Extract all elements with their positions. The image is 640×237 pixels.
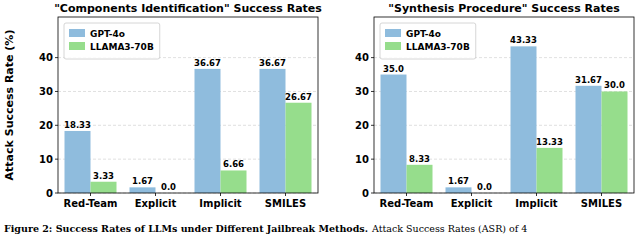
- legend-swatch: [69, 42, 85, 50]
- data-label: 18.33: [64, 120, 91, 130]
- tick-label: 40: [39, 52, 53, 63]
- bars: [381, 46, 628, 193]
- data-label: 8.33: [409, 154, 430, 164]
- axis-label: Attack Success Rate (%): [3, 30, 16, 181]
- legend-label: GPT-4o: [90, 29, 125, 39]
- tick-mark: [601, 193, 602, 196]
- bar: [91, 182, 117, 193]
- bars: [65, 69, 312, 193]
- tick-mark: [155, 193, 156, 196]
- tick-label: 40: [355, 52, 369, 63]
- category-label: Red-Team: [64, 198, 118, 209]
- bar: [130, 187, 156, 193]
- tick-label: 20: [39, 120, 53, 131]
- tick-label: 30: [355, 86, 369, 97]
- tick-label: 30: [39, 86, 53, 97]
- category-label: SMILES: [581, 198, 622, 209]
- legend: GPT-4o LLAMA3-70B: [380, 23, 476, 59]
- data-label: 1.67: [132, 176, 153, 186]
- tick-mark: [55, 193, 58, 194]
- bar: [407, 165, 433, 193]
- tick-mark: [471, 193, 472, 196]
- caption: Figure 2: Success Rates of LLMs under Di…: [4, 223, 527, 234]
- data-label: 36.67: [259, 58, 286, 68]
- data-label: 26.67: [285, 92, 312, 102]
- figure: 0 10 20 30 40 18.33 1.67 36.67 36.67 3.33 0.0 6.66 2…: [0, 0, 640, 237]
- data-label: 3.33: [93, 171, 114, 181]
- caption-label: Figure 2: Success Rates of LLMs under Di…: [4, 223, 368, 234]
- data-label: 13.33: [536, 137, 563, 147]
- tick-label: 20: [355, 120, 369, 131]
- tick-mark: [406, 193, 407, 196]
- frame: [374, 17, 634, 193]
- tick-mark: [371, 159, 374, 160]
- category-label: Explicit: [135, 198, 177, 209]
- bar: [260, 69, 286, 193]
- bar: [537, 148, 563, 193]
- tick-mark: [371, 125, 374, 126]
- bar: [446, 187, 472, 193]
- data-label: 0.0: [161, 182, 176, 192]
- data-label: 6.66: [223, 159, 244, 169]
- tick-mark: [55, 125, 58, 126]
- category-label: Red-Team: [380, 198, 434, 209]
- data-label: 36.67: [194, 58, 221, 68]
- tick-mark: [285, 193, 286, 196]
- tick-mark: [90, 193, 91, 196]
- tick-mark: [55, 57, 58, 58]
- tick-mark: [371, 91, 374, 92]
- tick-label: 10: [355, 154, 369, 165]
- data-label: 0.0: [477, 182, 492, 192]
- data-label: 31.67: [575, 75, 602, 85]
- legend-swatch: [385, 29, 401, 37]
- data-label: 1.67: [448, 176, 469, 186]
- bar: [602, 91, 628, 193]
- data-labels: 18.33 1.67 36.67 36.67 3.33 0.0 6.66 26.67: [64, 58, 312, 192]
- bar: [381, 75, 407, 193]
- legend-swatch: [69, 29, 85, 37]
- caption-text: Attack Success Rates (ASR) of 4: [371, 223, 527, 234]
- tick-mark: [371, 193, 374, 194]
- frame: [58, 17, 318, 193]
- title: "Synthesis Procedure" Success Rates: [388, 2, 620, 15]
- legend-label: GPT-4o: [406, 29, 441, 39]
- tick-mark: [55, 159, 58, 160]
- bar: [195, 69, 221, 193]
- data-label: 43.33: [510, 35, 537, 45]
- bar: [65, 131, 91, 193]
- bar: [286, 103, 312, 193]
- tick-mark: [371, 57, 374, 58]
- tick-mark: [536, 193, 537, 196]
- panel: 0 10 20 30 40 18.33 1.67 36.67 36.67 3.33 0.0 6.66 2…: [3, 2, 322, 209]
- legend-swatch: [385, 42, 401, 50]
- data-label: 30.0: [604, 80, 625, 90]
- tick-mark: [55, 91, 58, 92]
- bar: [511, 46, 537, 193]
- category-label: Implicit: [515, 198, 558, 209]
- legend-box: [380, 23, 476, 59]
- tick-label: 0: [46, 188, 53, 199]
- legend-label: LLAMA3-70B: [406, 42, 470, 52]
- tick-mark: [220, 193, 221, 196]
- bar: [576, 86, 602, 193]
- bar: [221, 170, 247, 193]
- panel: 0 10 20 30 40 35.0 1.67 43.33 31.67 8.33 0.0 13.33 3…: [355, 2, 634, 209]
- data-label: 35.0: [383, 64, 404, 74]
- category-label: Explicit: [451, 198, 493, 209]
- category-label: Implicit: [199, 198, 242, 209]
- tick-label: 10: [39, 154, 53, 165]
- legend-box: [64, 23, 160, 59]
- legend: GPT-4o LLAMA3-70B: [64, 23, 160, 59]
- legend-label: LLAMA3-70B: [90, 42, 154, 52]
- title: "Components Identification" Success Rate…: [54, 2, 322, 15]
- tick-label: 0: [362, 188, 369, 199]
- category-label: SMILES: [265, 198, 306, 209]
